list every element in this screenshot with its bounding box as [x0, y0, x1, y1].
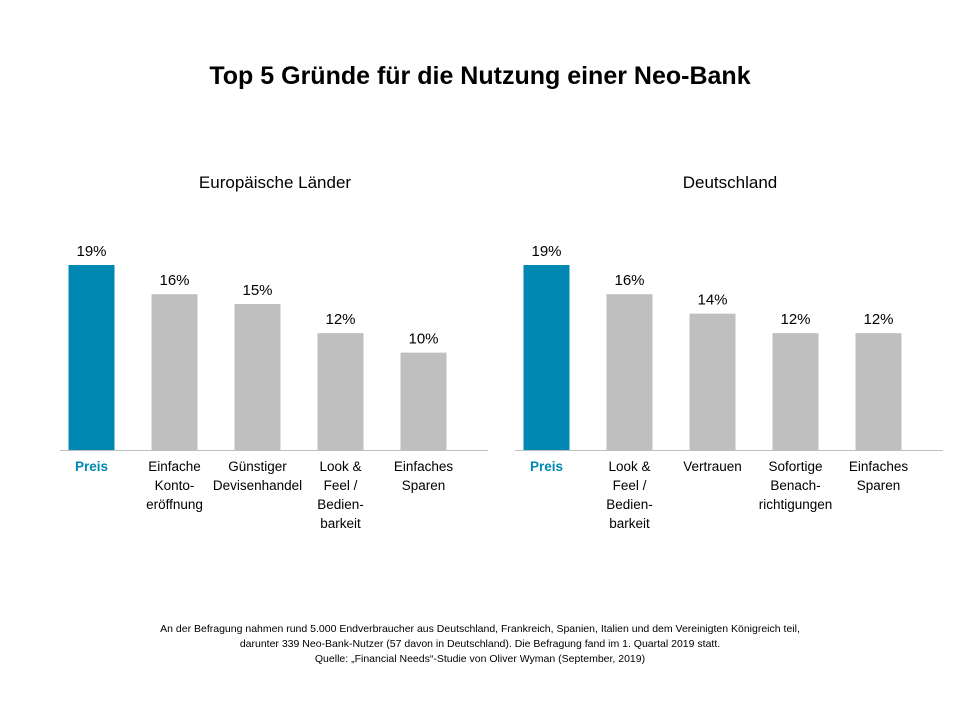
- bar: [400, 352, 447, 450]
- bar: [606, 294, 653, 450]
- x-tick-label-line: Einfaches: [394, 459, 454, 474]
- x-tick-label: Look & Feel / Bedien-barkeit: [317, 459, 364, 531]
- x-tick-label-line: richtigungen: [759, 497, 833, 512]
- data-label: 19%: [531, 243, 561, 260]
- x-tick-label-line: eröffnung: [146, 497, 203, 512]
- x-tick-label-line: Sparen: [857, 478, 901, 493]
- data-label: 12%: [780, 311, 810, 328]
- x-tick-label-line: barkeit: [609, 516, 650, 531]
- data-label: 12%: [863, 311, 893, 328]
- bar-chart-europe: 19% Preis 16% Einfache Konto-eröffnung 15% Gün…: [60, 243, 488, 531]
- chart-panel-europe: Europäische Länder 19% Preis 16% Einfache Ko…: [60, 165, 490, 545]
- bar: [234, 303, 281, 450]
- bar: [855, 333, 902, 450]
- x-tick-label-line: Benach-: [770, 478, 820, 493]
- x-tick-label-line: barkeit: [320, 516, 361, 531]
- x-tick-label-line: Preis: [75, 459, 108, 474]
- x-tick-label-line: Preis: [530, 459, 563, 474]
- footnote-line: darunter 339 Neo-Bank-Nutzer (57 davon i…: [239, 638, 721, 650]
- footnote-line: An der Befragung nahmen rund 5.000 Endve…: [160, 623, 800, 635]
- x-tick-label-line: Sparen: [402, 478, 446, 493]
- bar: [689, 313, 736, 450]
- x-tick-label-line: Feel /: [324, 478, 358, 493]
- x-tick-label-line: Vertrauen: [683, 459, 742, 474]
- x-tick-label: Einfache Konto-eröffnung: [146, 459, 203, 512]
- chart-title-germany: Deutschland: [682, 173, 778, 192]
- x-tick-label: Günstiger Devisenhandel: [213, 459, 302, 493]
- x-tick-label-line: Bedien-: [317, 497, 364, 512]
- data-label: 14%: [697, 292, 727, 309]
- x-tick-label: Preis: [530, 459, 563, 474]
- bar: [151, 294, 198, 450]
- x-tick-label: Einfaches Sparen: [394, 459, 454, 493]
- x-tick-label-line: Look &: [608, 459, 650, 474]
- x-tick-label-line: Bedien-: [606, 497, 653, 512]
- bar: [317, 333, 364, 450]
- footnote: An der Befragung nahmen rund 5.000 Endve…: [60, 622, 900, 667]
- x-tick-label-line: Feel /: [613, 478, 647, 493]
- data-label: 12%: [325, 311, 355, 328]
- chart-title-europe: Europäische Länder: [198, 173, 352, 192]
- bar: [523, 265, 570, 450]
- x-tick-label: Look & Feel / Bedien-barkeit: [606, 459, 653, 531]
- x-tick-label: Vertrauen: [683, 459, 742, 474]
- x-tick-label: Preis: [75, 459, 108, 474]
- x-tick-label-line: Günstiger: [228, 459, 287, 474]
- bar: [68, 265, 115, 450]
- data-label: 15%: [242, 282, 272, 299]
- data-label: 16%: [159, 272, 189, 289]
- x-tick-label-line: Look &: [319, 459, 361, 474]
- bar-chart-germany: 19% Preis 16% Look & Feel / Bedien-barkeit 14%…: [515, 243, 943, 531]
- x-tick-label-line: Einfaches: [849, 459, 909, 474]
- footnote-line: Quelle: „Financial Needs“-Studie von Oli…: [314, 653, 646, 665]
- x-tick-label: Sofortige Benach-richtigungen: [759, 459, 833, 512]
- x-tick-label: Einfaches Sparen: [849, 459, 909, 493]
- x-tick-label-line: Sofortige: [768, 459, 822, 474]
- chart-panel-germany: Deutschland 19% Preis 16% Look & Feel / Bedie…: [515, 165, 945, 545]
- bar: [772, 333, 819, 450]
- data-label: 10%: [408, 331, 438, 348]
- x-tick-label-line: Einfache: [148, 459, 201, 474]
- x-tick-label-line: Konto-: [155, 478, 195, 493]
- x-tick-label-line: Devisenhandel: [213, 478, 302, 493]
- data-label: 16%: [614, 272, 644, 289]
- page-title: Top 5 Gründe für die Nutzung einer Neo-B…: [209, 62, 751, 90]
- data-label: 19%: [76, 243, 106, 260]
